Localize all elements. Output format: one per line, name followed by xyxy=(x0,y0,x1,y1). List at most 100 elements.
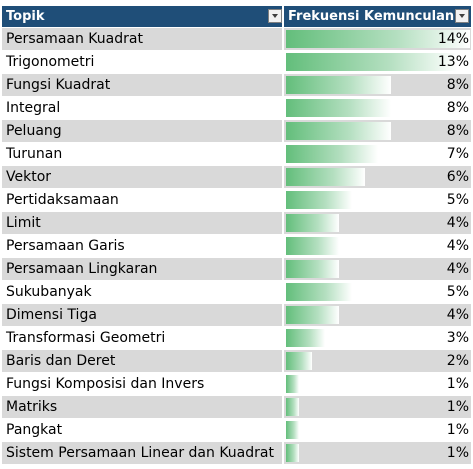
frequency-cell[interactable]: 8% xyxy=(283,73,471,97)
frequency-value: 4% xyxy=(446,261,469,277)
data-bar xyxy=(286,214,339,232)
frequency-value: 4% xyxy=(446,307,469,323)
topic-cell[interactable]: Persamaan Garis xyxy=(2,234,284,258)
data-bar xyxy=(286,30,470,48)
frequency-table: Topik Frekuensi Kemunculan Persamaan Kua… xyxy=(2,6,471,465)
frequency-cell[interactable]: 4% xyxy=(283,234,471,258)
table-row[interactable]: Persamaan Kuadrat 14% xyxy=(2,27,471,51)
table-row[interactable]: Turunan 7% xyxy=(2,142,471,166)
topic-cell[interactable]: Pangkat xyxy=(2,418,284,442)
frequency-value: 1% xyxy=(446,399,469,415)
table-row[interactable]: Persamaan Lingkaran 4% xyxy=(2,257,471,281)
topic-cell[interactable]: Peluang xyxy=(2,119,284,143)
topic-cell[interactable]: Transformasi Geometri xyxy=(2,326,284,350)
data-bar xyxy=(286,99,391,117)
table-row[interactable]: Peluang 8% xyxy=(2,119,471,143)
frequency-value: 14% xyxy=(437,31,469,47)
data-bar xyxy=(286,375,299,393)
frequency-value: 13% xyxy=(437,54,469,70)
header-row: Topik Frekuensi Kemunculan xyxy=(2,6,471,28)
frequency-value: 1% xyxy=(446,422,469,438)
frequency-cell[interactable]: 4% xyxy=(283,257,471,281)
frequency-value: 8% xyxy=(446,123,469,139)
frequency-cell[interactable]: 4% xyxy=(283,211,471,235)
data-bar xyxy=(286,444,299,462)
table-row[interactable]: Fungsi Komposisi dan Invers 1% xyxy=(2,372,471,396)
frequency-value: 6% xyxy=(446,169,469,185)
frequency-cell[interactable]: 3% xyxy=(283,326,471,350)
topic-cell[interactable]: Pertidaksamaan xyxy=(2,188,284,212)
table-row[interactable]: Fungsi Kuadrat 8% xyxy=(2,73,471,97)
data-bar xyxy=(286,421,299,439)
frequency-cell[interactable]: 1% xyxy=(283,395,471,419)
frequency-cell[interactable]: 7% xyxy=(283,142,471,166)
frequency-value: 8% xyxy=(446,77,469,93)
frequency-cell[interactable]: 14% xyxy=(283,27,471,51)
data-bar xyxy=(286,260,339,278)
topic-cell[interactable]: Integral xyxy=(2,96,284,120)
table-row[interactable]: Baris dan Deret 2% xyxy=(2,349,471,373)
data-bar xyxy=(286,329,325,347)
frequency-cell[interactable]: 8% xyxy=(283,96,471,120)
frequency-value: 4% xyxy=(446,238,469,254)
data-bar xyxy=(286,352,312,370)
frequency-value: 1% xyxy=(446,376,469,392)
frequency-filter-dropdown-icon[interactable] xyxy=(455,9,469,23)
topic-cell[interactable]: Trigonometri xyxy=(2,50,284,74)
frequency-cell[interactable]: 5% xyxy=(283,188,471,212)
frequency-cell[interactable]: 8% xyxy=(283,119,471,143)
topic-cell[interactable]: Limit xyxy=(2,211,284,235)
frequency-cell[interactable]: 13% xyxy=(283,50,471,74)
table-row[interactable]: Matriks 1% xyxy=(2,395,471,419)
table-row[interactable]: Limit 4% xyxy=(2,211,471,235)
frequency-cell[interactable]: 6% xyxy=(283,165,471,189)
data-bar xyxy=(286,191,352,209)
topic-cell[interactable]: Sukubanyak xyxy=(2,280,284,304)
data-bar xyxy=(286,168,365,186)
table-row[interactable]: Vektor 6% xyxy=(2,165,471,189)
topic-cell[interactable]: Persamaan Kuadrat xyxy=(2,27,284,51)
data-bar xyxy=(286,306,339,324)
frequency-cell[interactable]: 4% xyxy=(283,303,471,327)
topic-cell[interactable]: Turunan xyxy=(2,142,284,166)
header-frequency-label: Frekuensi Kemunculan xyxy=(288,9,455,24)
table-row[interactable]: Pangkat 1% xyxy=(2,418,471,442)
frequency-cell[interactable]: 1% xyxy=(283,441,471,465)
frequency-value: 8% xyxy=(446,100,469,116)
data-bar xyxy=(286,145,378,163)
topic-cell[interactable]: Persamaan Lingkaran xyxy=(2,257,284,281)
topic-cell[interactable]: Dimensi Tiga xyxy=(2,303,284,327)
header-frequency: Frekuensi Kemunculan xyxy=(283,6,471,28)
table-row[interactable]: Sukubanyak 5% xyxy=(2,280,471,304)
frequency-cell[interactable]: 5% xyxy=(283,280,471,304)
frequency-value: 3% xyxy=(446,330,469,346)
table-row[interactable]: Dimensi Tiga 4% xyxy=(2,303,471,327)
data-bar xyxy=(286,53,457,71)
topic-cell[interactable]: Fungsi Komposisi dan Invers xyxy=(2,372,284,396)
frequency-value: 5% xyxy=(446,192,469,208)
frequency-cell[interactable]: 1% xyxy=(283,372,471,396)
table-row[interactable]: Pertidaksamaan 5% xyxy=(2,188,471,212)
table-row[interactable]: Transformasi Geometri 3% xyxy=(2,326,471,350)
data-bar xyxy=(286,283,352,301)
frequency-value: 1% xyxy=(446,445,469,461)
table-row[interactable]: Trigonometri 13% xyxy=(2,50,471,74)
data-bar xyxy=(286,398,299,416)
topic-cell[interactable]: Baris dan Deret xyxy=(2,349,284,373)
table-row[interactable]: Integral 8% xyxy=(2,96,471,120)
frequency-cell[interactable]: 2% xyxy=(283,349,471,373)
topic-cell[interactable]: Fungsi Kuadrat xyxy=(2,73,284,97)
table-row[interactable]: Persamaan Garis 4% xyxy=(2,234,471,258)
table-row[interactable]: Sistem Persamaan Linear dan Kuadrat 1% xyxy=(2,441,471,465)
frequency-value: 2% xyxy=(446,353,469,369)
topic-cell[interactable]: Matriks xyxy=(2,395,284,419)
frequency-value: 7% xyxy=(446,146,469,162)
frequency-cell[interactable]: 1% xyxy=(283,418,471,442)
topic-filter-dropdown-icon[interactable] xyxy=(268,9,281,23)
frequency-value: 5% xyxy=(446,284,469,300)
topic-cell[interactable]: Sistem Persamaan Linear dan Kuadrat xyxy=(2,441,284,465)
header-topic-label: Topik xyxy=(6,9,45,24)
topic-cell[interactable]: Vektor xyxy=(2,165,284,189)
data-bar xyxy=(286,76,391,94)
data-bar xyxy=(286,122,391,140)
